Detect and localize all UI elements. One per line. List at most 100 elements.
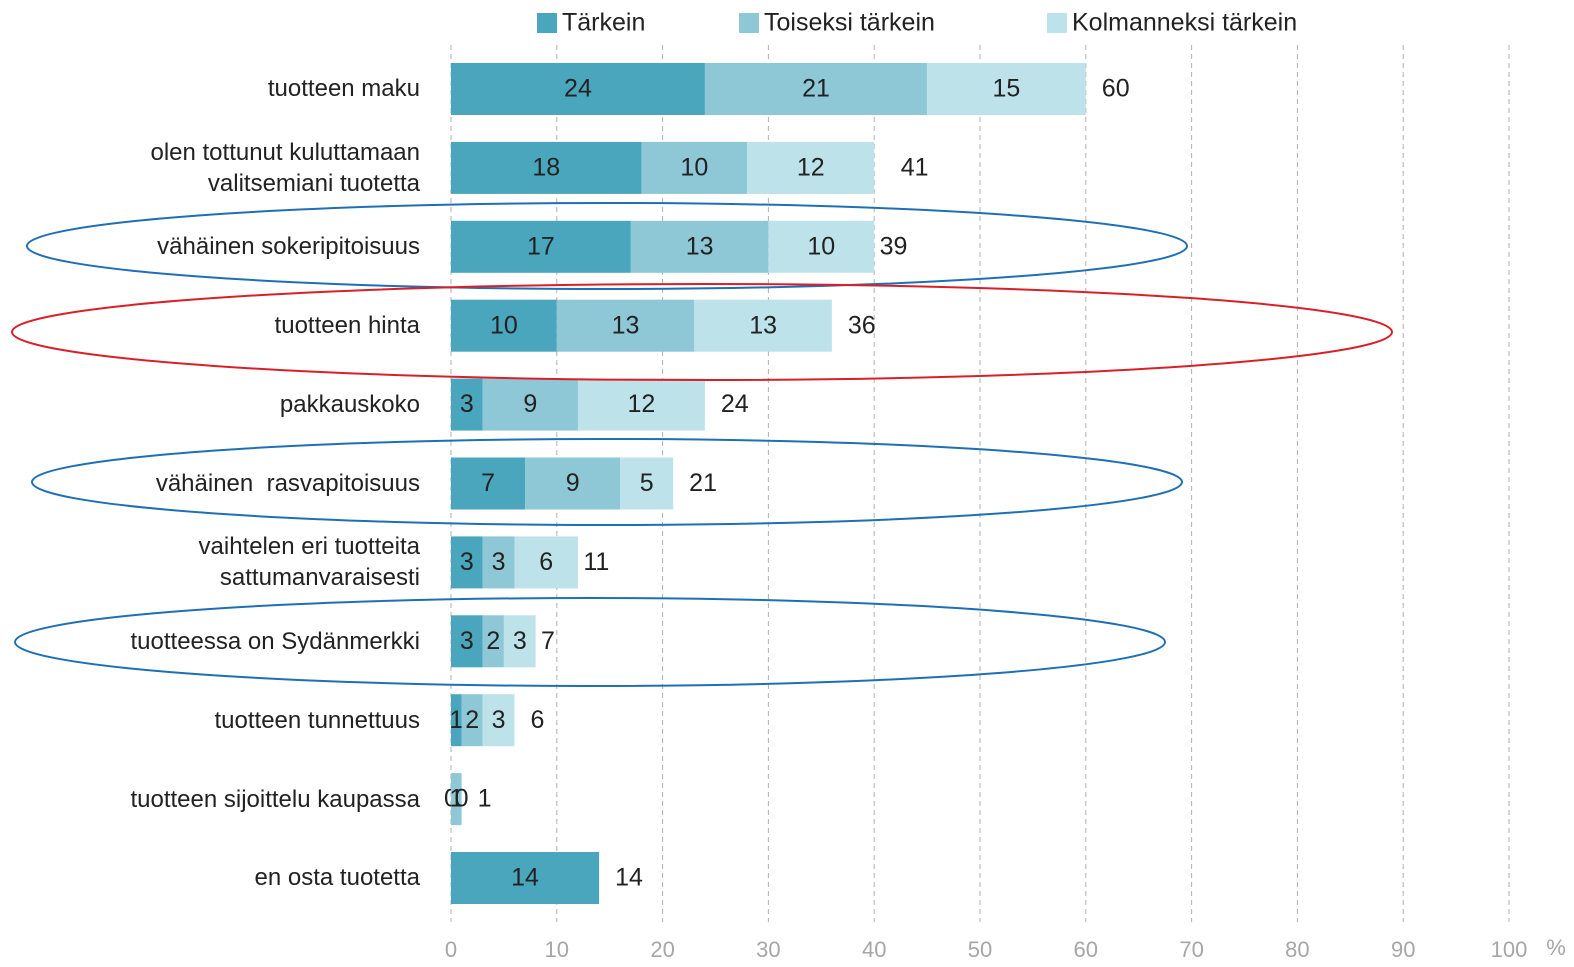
category-label: tuotteen hinta xyxy=(274,312,420,340)
bar-segment xyxy=(461,694,483,747)
bar-segment xyxy=(451,457,526,510)
bar-value-label: 21 xyxy=(802,75,830,103)
bar-value-label: 3 xyxy=(492,706,506,734)
bar-value-label: 2 xyxy=(486,627,500,655)
legend-label: Kolmanneksi tärkein xyxy=(1072,9,1297,37)
bar-segment xyxy=(451,694,462,747)
x-tick-label: 40 xyxy=(862,937,886,962)
x-tick-label: 90 xyxy=(1391,937,1415,962)
bar-segment xyxy=(641,141,748,194)
bar-segment xyxy=(451,220,631,273)
x-tick-label: 0 xyxy=(445,937,457,962)
category-label: tuotteen maku xyxy=(267,75,420,103)
bar-segment xyxy=(694,299,832,352)
bar-value-label: 2 xyxy=(465,706,479,734)
total-label: 1 xyxy=(478,785,492,813)
bar-segment xyxy=(747,141,875,194)
total-label: 21 xyxy=(689,469,717,497)
bar-segment xyxy=(927,63,1086,115)
total-label: 39 xyxy=(880,232,908,260)
category-label: olen tottunut kuluttamaan valitsemiani t… xyxy=(150,138,427,197)
total-label: 36 xyxy=(848,311,876,339)
bar-segment xyxy=(525,457,621,510)
bar-segment xyxy=(451,141,642,194)
bar-segment xyxy=(451,299,557,352)
bar-value-label: 1 xyxy=(449,706,463,734)
total-label: 41 xyxy=(901,154,929,182)
bar-segment xyxy=(704,63,928,115)
bar-segment xyxy=(514,536,578,589)
x-tick-label: 50 xyxy=(968,937,992,962)
bar-value-label: 9 xyxy=(566,469,580,497)
bar-value-label: 5 xyxy=(640,469,654,497)
bar-value-label: 7 xyxy=(481,469,495,497)
category-label: pakkauskoko xyxy=(279,391,420,418)
x-tick-label: 60 xyxy=(1074,937,1098,962)
category-label: tuotteessa on Sydänmerkki xyxy=(130,627,421,655)
bar-segment xyxy=(482,378,578,431)
bar-segment xyxy=(556,299,695,352)
legend-swatch xyxy=(537,13,557,33)
total-label: 11 xyxy=(583,548,609,576)
annotations xyxy=(11,202,1393,687)
x-tick-label: 20 xyxy=(650,937,674,962)
legend-swatch xyxy=(1047,13,1067,33)
bar-value-label: 18 xyxy=(532,154,560,182)
bar-value-label: 13 xyxy=(612,311,640,339)
bar-value-label: 10 xyxy=(680,154,708,182)
bar-value-label: 6 xyxy=(539,548,553,576)
total-label: 60 xyxy=(1102,75,1130,103)
bar-value-label: 3 xyxy=(513,627,527,655)
bar-segment xyxy=(630,220,769,273)
bar-value-label: 1 xyxy=(449,785,463,813)
bar-value-label: 3 xyxy=(492,548,506,576)
x-tick-label: 100 xyxy=(1491,937,1528,962)
bar-value-label: 10 xyxy=(490,311,518,339)
bar-segment xyxy=(620,457,674,510)
bar-value-label: 12 xyxy=(628,390,656,418)
bar-segment xyxy=(503,615,536,668)
bar-segment xyxy=(482,615,504,668)
bar-segment xyxy=(482,536,515,589)
total-label: 24 xyxy=(721,390,749,418)
bar-value-label: 3 xyxy=(460,390,474,418)
bar-segment xyxy=(482,694,515,747)
bar-segment xyxy=(451,773,462,826)
category-label: vähäinen sokeripitoisuus xyxy=(157,233,420,261)
bar-value-label: 15 xyxy=(993,75,1021,103)
bar-value-label: 9 xyxy=(523,390,537,418)
bar-segment xyxy=(451,378,483,431)
highlight-ellipse xyxy=(11,283,1393,381)
total-label: 14 xyxy=(615,864,643,892)
bar-value-label: 10 xyxy=(807,232,835,260)
bar-value-label: 3 xyxy=(460,548,474,576)
category-label: vaihtelen eri tuotteita sattumanvaraises… xyxy=(198,533,427,592)
bar-segment xyxy=(451,615,483,668)
category-label: en osta tuotetta xyxy=(254,864,420,892)
bar-segment xyxy=(577,378,705,431)
legend-swatch xyxy=(739,13,759,33)
highlight-ellipse xyxy=(14,597,1166,687)
bar-value-label: 3 xyxy=(460,627,474,655)
x-tick-label: 10 xyxy=(545,937,569,962)
total-label: 6 xyxy=(530,706,544,734)
legend-label: Tärkein xyxy=(562,9,645,37)
x-tick-label: 30 xyxy=(756,937,780,962)
bar-value-label: 17 xyxy=(527,232,555,260)
bar-segment xyxy=(768,220,875,273)
x-tick-label: 70 xyxy=(1179,937,1203,962)
bar-segment xyxy=(451,536,483,589)
bar-value-label: 13 xyxy=(686,232,714,260)
bar-value-label: 0 xyxy=(455,785,469,813)
highlight-ellipse xyxy=(26,202,1188,290)
total-label: 7 xyxy=(541,627,555,655)
bar-segment xyxy=(451,852,600,904)
bar-segment xyxy=(451,63,705,115)
bar-value-label: 12 xyxy=(797,154,825,182)
bar-value-label: 14 xyxy=(511,864,539,892)
bar-value-label: 13 xyxy=(749,311,777,339)
category-label: tuotteen tunnettuus xyxy=(214,706,421,734)
category-label: vähäinen rasvapitoisuus xyxy=(155,469,420,497)
